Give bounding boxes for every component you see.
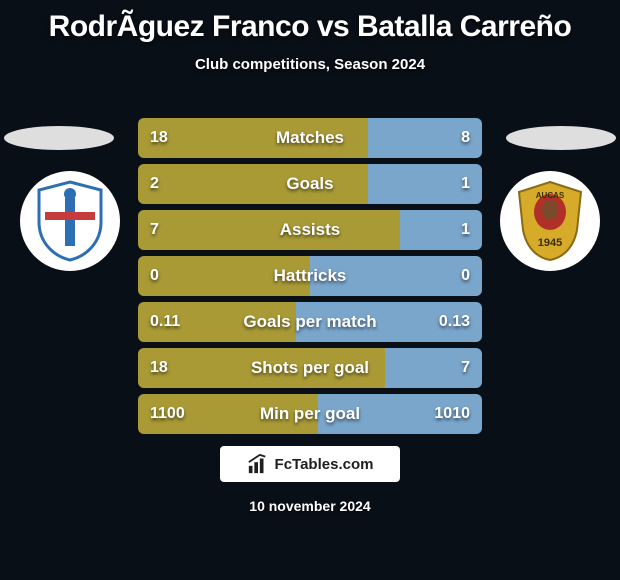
page-subtitle: Club competitions, Season 2024 xyxy=(0,56,620,73)
metric-label: Hattricks xyxy=(138,256,482,296)
stat-row: 11001010Min per goal xyxy=(0,394,620,434)
footer-logo: FcTables.com xyxy=(220,446,400,482)
metric-label: Min per goal xyxy=(138,394,482,434)
stat-row: 00Hattricks xyxy=(0,256,620,296)
metric-label: Goals per match xyxy=(138,302,482,342)
stat-row: 187Shots per goal xyxy=(0,348,620,388)
metric-label: Matches xyxy=(138,118,482,158)
page-title: RodrÃ­guez Franco vs Batalla Carreño xyxy=(0,0,620,44)
comparison-card: RodrÃ­guez Franco vs Batalla Carreño Clu… xyxy=(0,0,620,580)
date-text: 10 november 2024 xyxy=(0,498,620,514)
stat-row: 21Goals xyxy=(0,164,620,204)
metric-label: Goals xyxy=(138,164,482,204)
stat-row: 0.110.13Goals per match xyxy=(0,302,620,342)
stats-rows: 188Matches 21Goals 71Assists 00Hattricks 0.1… xyxy=(0,118,620,440)
metric-label: Shots per goal xyxy=(138,348,482,388)
chart-icon xyxy=(247,453,269,475)
footer-logo-text: FcTables.com xyxy=(275,456,374,473)
stat-row: 71Assists xyxy=(0,210,620,250)
metric-label: Assists xyxy=(138,210,482,250)
stat-row: 188Matches xyxy=(0,118,620,158)
